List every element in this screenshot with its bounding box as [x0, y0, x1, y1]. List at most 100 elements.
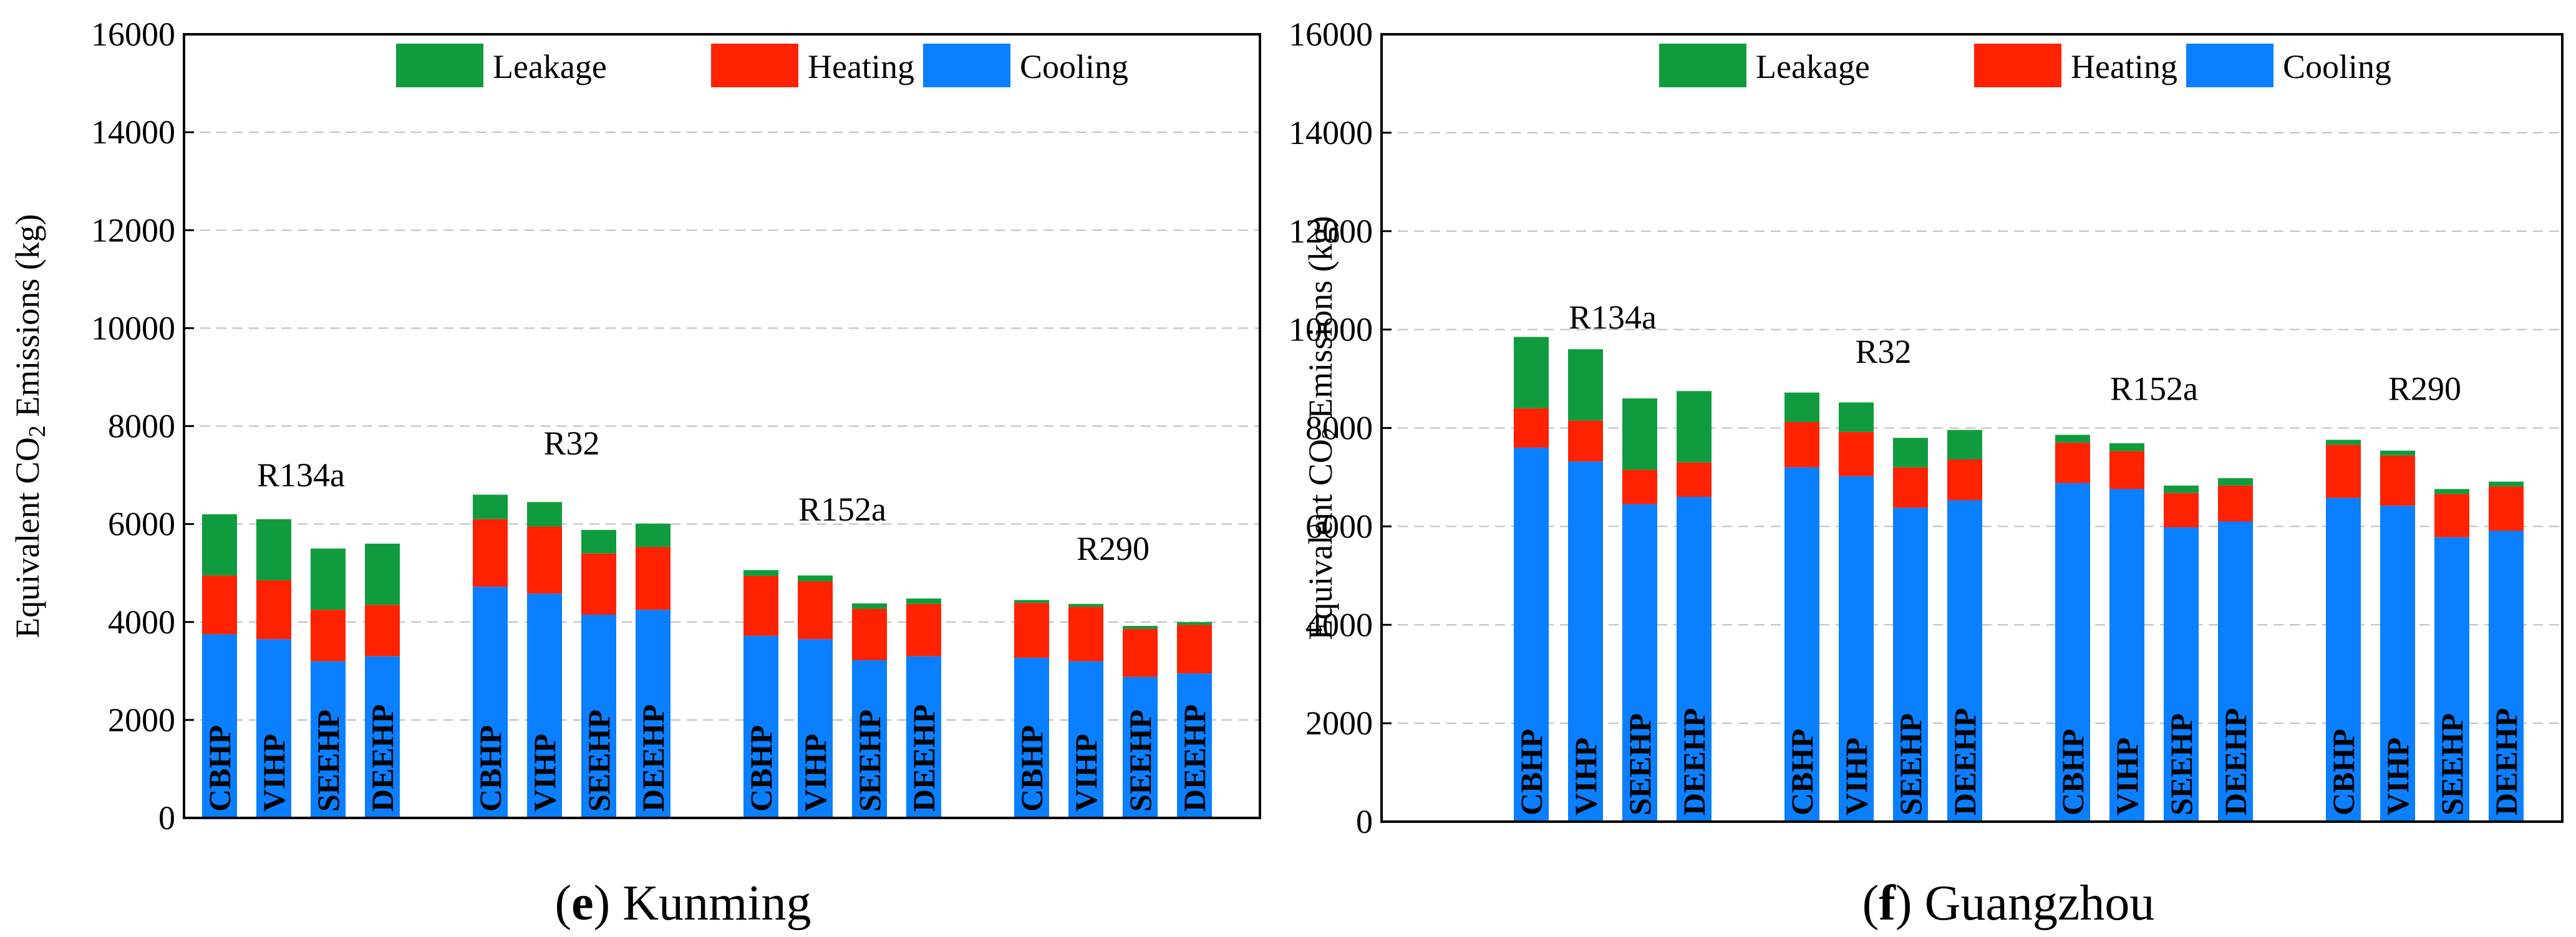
y-tick-label: 8000	[1305, 410, 1373, 447]
bar-cooling	[1893, 507, 1928, 822]
bar-leakage	[2380, 450, 2415, 456]
bar-cooling	[527, 593, 562, 818]
legend-label-leakage: Leakage	[493, 48, 607, 85]
bar-leakage	[2109, 443, 2144, 451]
y-tick-label: 10000	[1289, 311, 1373, 348]
bar-cooling	[1068, 661, 1103, 818]
y-axis-label: Equivalent CO2 Emissions (kg)	[9, 214, 51, 638]
bar-cooling	[1177, 673, 1212, 818]
bar-leakage	[1068, 603, 1103, 607]
bar-leakage	[1947, 430, 1982, 460]
bar-leakage	[1014, 600, 1049, 603]
group-label: R152a	[2110, 370, 2198, 407]
bar-cooling	[2055, 483, 2090, 822]
bar-heating	[743, 575, 778, 636]
y-tick-label: 2000	[108, 701, 175, 739]
bar-config-label: CBHP	[1014, 725, 1049, 812]
bar-config-label: CBHP	[1784, 729, 1819, 815]
plot-frame	[183, 33, 1261, 819]
group-label: R134a	[257, 456, 345, 494]
bar-leakage	[2489, 481, 2524, 487]
bar-heating	[202, 575, 237, 635]
bar-heating	[1784, 422, 1819, 468]
legend-swatch-leakage	[396, 44, 483, 87]
bar-heating	[473, 519, 508, 587]
bar-cooling	[2434, 537, 2469, 822]
bar-leakage	[2218, 478, 2253, 486]
bar-leakage	[256, 519, 291, 580]
bar-leakage	[202, 514, 237, 576]
bar-config-label: DEEHP	[2218, 708, 2253, 815]
y-tick-label: 16000	[1289, 16, 1373, 53]
bar-leakage	[1177, 622, 1212, 625]
bar-leakage	[2055, 435, 2090, 443]
bar-cooling	[256, 639, 291, 818]
legend-label-cooling: Cooling	[2283, 48, 2391, 85]
bar-leakage	[1784, 392, 1819, 423]
chart-panel-kunming: 0 2000 4000 6000 8000 10000 12000 14000 16000 Equ…	[9, 16, 1261, 931]
legend-swatch-heating	[1974, 44, 2061, 87]
bar-config-label: SEEHP	[2434, 713, 2469, 815]
group-label: R152a	[798, 491, 886, 528]
y-tick-label: 12000	[1289, 213, 1373, 250]
bar-leakage	[1893, 438, 1928, 468]
bar-heating	[1622, 469, 1657, 504]
panel-caption: (f) Guangzhou	[1862, 876, 2155, 931]
bar-leakage	[798, 575, 833, 582]
bar-heating	[256, 580, 291, 640]
bar-heating	[852, 608, 887, 661]
bar-leakage	[1568, 349, 1603, 421]
chart-panel-guangzhou: 0 2000 4000 6000 8000 10000 12000 14000 16000 Equ…	[1289, 16, 2564, 931]
bar-leakage	[1677, 391, 1712, 463]
y-axis-label: Equivalent CO2 Emissions (kg)	[1302, 216, 1344, 640]
y-tick-label: 14000	[1289, 114, 1373, 151]
bar-leakage	[1123, 626, 1158, 629]
bar-config-label: DEEHP	[1947, 708, 1982, 815]
bar-leakage	[2164, 485, 2199, 493]
bar-heating	[798, 581, 833, 640]
legend-label-heating: Heating	[808, 48, 914, 85]
legend-label-heating: Heating	[2071, 48, 2177, 85]
bar-cooling	[1123, 676, 1158, 818]
bar-leakage	[581, 530, 616, 554]
bar-leakage	[636, 523, 671, 547]
bar-config-label: SEEHP	[1893, 713, 1928, 815]
y-tick-label: 16000	[91, 16, 175, 53]
bar-cooling	[1784, 467, 1819, 822]
bar-cooling	[798, 639, 833, 818]
bar-leakage	[2434, 489, 2469, 494]
legend-swatch-cooling	[2186, 44, 2273, 87]
bar-heating	[2164, 493, 2199, 527]
bar-cooling	[1947, 500, 1982, 822]
bar-config-label: SEEHP	[1123, 709, 1158, 812]
bar-cooling	[1622, 504, 1657, 822]
bar-config-label: CBHP	[2055, 729, 2090, 815]
y-tick-label: 8000	[108, 408, 175, 445]
bar-leakage	[473, 494, 508, 519]
bar-cooling	[1514, 448, 1549, 822]
bar-cooling	[636, 610, 671, 818]
bar-leakage	[2326, 440, 2361, 445]
bar-heating	[636, 547, 671, 610]
bar-heating	[1839, 431, 1874, 476]
y-tick-label: 2000	[1305, 704, 1373, 742]
legend-label-cooling: Cooling	[1020, 48, 1128, 85]
legend-swatch-cooling	[923, 44, 1010, 87]
bar-leakage	[743, 570, 778, 576]
bar-config-label: DEEHP	[1177, 704, 1212, 812]
bar-cooling	[581, 614, 616, 818]
bar-cooling	[743, 635, 778, 818]
bar-cooling	[1014, 658, 1049, 818]
bar-cooling	[1677, 497, 1712, 822]
bar-leakage	[1839, 402, 1874, 432]
bar-config-label: VIHP	[2380, 738, 2415, 815]
panel-caption: (e) Kunming	[554, 876, 811, 931]
bar-heating	[906, 603, 941, 656]
bar-heating	[2109, 451, 2144, 489]
bar-config-label: DEEHP	[2489, 708, 2524, 815]
group-label: R290	[2388, 370, 2461, 407]
bar-leakage	[365, 544, 400, 605]
bar-heating	[1677, 462, 1712, 497]
bar-heating	[2218, 485, 2253, 522]
